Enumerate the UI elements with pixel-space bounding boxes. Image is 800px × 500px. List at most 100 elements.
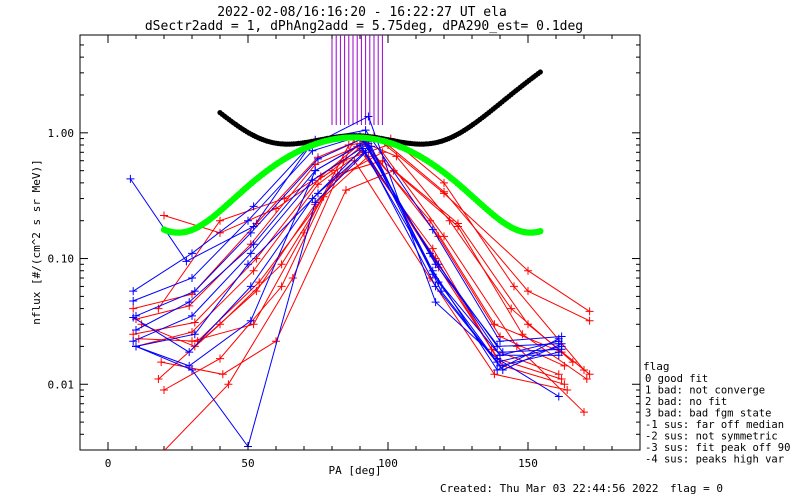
red-data-point bbox=[580, 365, 588, 374]
blue-data-point bbox=[498, 365, 507, 374]
footer-flag: flag = 0 bbox=[670, 482, 723, 495]
red-data-point bbox=[568, 358, 577, 367]
blue-data-point bbox=[428, 266, 437, 275]
red-data-point bbox=[507, 304, 516, 313]
x-tick-label: 100 bbox=[378, 457, 398, 470]
blue-data-point bbox=[129, 287, 138, 296]
red-data-point bbox=[560, 380, 569, 389]
green-fit-curve bbox=[160, 134, 544, 236]
red-data-point bbox=[524, 266, 532, 275]
flag-legend: flag 0 good fit 1 bad: not converge 2 ba… bbox=[643, 360, 790, 466]
blue-data-point bbox=[554, 392, 563, 401]
blue-series bbox=[129, 144, 563, 360]
blue-series-line bbox=[135, 144, 560, 371]
red-data-point bbox=[224, 380, 233, 389]
blue-data-point bbox=[129, 296, 138, 305]
blue-data-point bbox=[496, 351, 504, 360]
red-series-group bbox=[129, 131, 594, 450]
chart-subtitle: dSectr2add = 1, dPhAng2add = 5.75deg, dP… bbox=[145, 19, 583, 34]
blue-data-point bbox=[431, 282, 440, 291]
red-data-point bbox=[580, 408, 588, 417]
blue-data-point bbox=[249, 240, 258, 249]
blue-series-line bbox=[135, 151, 562, 448]
red-data-point bbox=[218, 370, 227, 379]
blue-data-point bbox=[190, 287, 199, 296]
blue-data-point bbox=[129, 313, 138, 322]
red-data-point bbox=[585, 316, 594, 325]
red-data-point bbox=[557, 375, 566, 384]
y-axis-label: nflux [#/(cm^2 s sr MeV)] bbox=[30, 159, 43, 325]
blue-data-point bbox=[246, 282, 255, 291]
blue-data-point bbox=[496, 337, 504, 346]
footer-created-timestamp: Created: Thu Mar 03 22:44:56 2022 bbox=[440, 482, 659, 495]
red-data-point bbox=[129, 330, 138, 339]
red-data-point bbox=[277, 282, 286, 291]
red-data-point bbox=[314, 180, 322, 189]
blue-data-point bbox=[188, 365, 196, 374]
blue-data-point bbox=[431, 298, 440, 307]
y-tick-label: 0.10 bbox=[48, 253, 75, 266]
black-fit-curve-point bbox=[537, 69, 543, 75]
red-data-point bbox=[129, 304, 138, 313]
chart-title: 2022-02-08/16:16:20 - 16:22:27 UT ela bbox=[217, 5, 507, 20]
blue-data-point bbox=[246, 228, 255, 237]
red-data-point bbox=[440, 232, 448, 241]
blue-series bbox=[132, 148, 566, 450]
blue-data-point bbox=[185, 348, 194, 357]
red-series-line bbox=[191, 138, 585, 371]
axes: 0 50 100 150 0.01 0.10 1.00 bbox=[48, 34, 640, 470]
blue-data-point bbox=[182, 257, 191, 266]
red-series-line bbox=[164, 137, 574, 450]
red-data-point bbox=[490, 370, 499, 379]
red-series-line bbox=[158, 160, 590, 380]
legend-entry: 3 bad: bad fgm state bbox=[645, 408, 771, 420]
blue-data-point bbox=[188, 311, 196, 320]
y-tick-label: 0.01 bbox=[48, 378, 75, 391]
red-series bbox=[188, 134, 588, 374]
blue-data-point bbox=[358, 144, 367, 153]
legend-entry: -3 sus: fit peak off 90 bbox=[645, 442, 790, 454]
red-series bbox=[132, 139, 569, 370]
red-data-point bbox=[585, 370, 594, 379]
blue-data-point bbox=[246, 249, 255, 258]
red-data-point bbox=[585, 307, 594, 316]
red-data-point bbox=[216, 354, 224, 363]
red-data-point bbox=[154, 375, 163, 384]
blue-data-point bbox=[244, 216, 252, 225]
y-tick-label: 1.00 bbox=[48, 127, 75, 140]
red-data-point bbox=[428, 244, 437, 253]
red-data-point bbox=[216, 216, 224, 225]
red-series bbox=[129, 142, 563, 379]
red-data-point bbox=[190, 318, 199, 327]
blue-series-group bbox=[126, 112, 566, 450]
red-data-point bbox=[582, 375, 591, 384]
blue-data-point bbox=[132, 326, 140, 335]
blue-data-point bbox=[190, 330, 199, 339]
red-data-point bbox=[342, 186, 350, 195]
red-series bbox=[160, 148, 588, 417]
blue-data-point bbox=[249, 202, 258, 211]
red-data-point bbox=[157, 358, 166, 367]
red-series bbox=[132, 146, 566, 384]
legend-entry: -2 sus: not symmetric bbox=[645, 431, 778, 443]
blue-data-point bbox=[314, 154, 322, 163]
red-series-line bbox=[161, 170, 588, 380]
blue-data-point bbox=[129, 337, 138, 346]
red-data-point bbox=[512, 342, 521, 351]
red-data-point bbox=[188, 337, 196, 346]
red-data-point bbox=[454, 222, 462, 231]
red-data-point bbox=[216, 320, 224, 329]
red-data-point bbox=[277, 260, 286, 269]
blue-data-point bbox=[185, 298, 194, 307]
red-series-line bbox=[163, 151, 585, 413]
red-series-line bbox=[133, 145, 559, 375]
red-data-point bbox=[160, 449, 162, 450]
red-series-line bbox=[138, 155, 565, 385]
red-data-point bbox=[518, 330, 527, 339]
fit-curves-group bbox=[160, 69, 544, 236]
x-axis-label: PA [deg] bbox=[329, 464, 382, 477]
red-data-point bbox=[440, 178, 448, 187]
red-data-point bbox=[563, 386, 572, 395]
red-data-point bbox=[554, 370, 563, 379]
legend-entry: 2 bad: no fit bbox=[645, 396, 727, 408]
